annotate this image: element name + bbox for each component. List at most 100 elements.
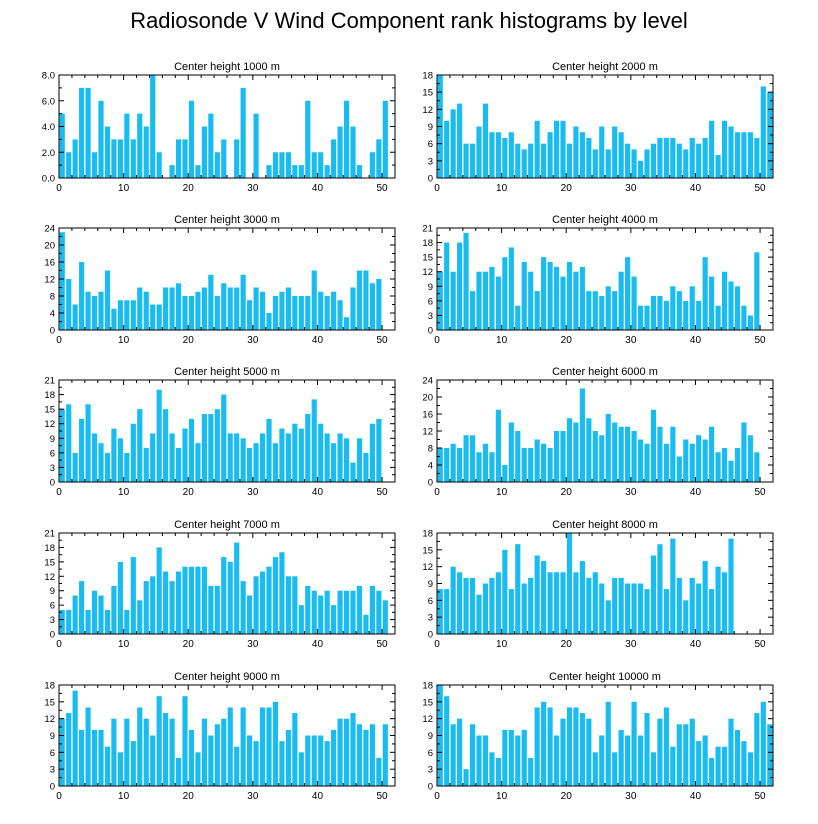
bar: [150, 735, 156, 786]
y-tick-label: 0: [50, 630, 55, 641]
y-tick-label: 18: [44, 543, 55, 554]
bar: [143, 718, 149, 786]
bar: [234, 433, 240, 482]
bar: [331, 139, 337, 179]
bar: [175, 283, 182, 330]
bar: [541, 561, 547, 634]
bar: [592, 291, 598, 330]
bar: [331, 443, 337, 482]
bar: [657, 718, 663, 786]
bar: [137, 707, 143, 786]
bar: [702, 439, 708, 482]
bar: [469, 724, 476, 786]
bar: [702, 735, 708, 786]
bar: [709, 120, 715, 178]
x-tick-label: 0: [56, 183, 62, 194]
figure-title: Radiosonde V Wind Component rank histogr…: [130, 8, 688, 33]
bar: [369, 283, 375, 330]
bar: [715, 305, 721, 330]
bar: [457, 448, 463, 482]
bar: [240, 274, 246, 330]
bar: [227, 287, 233, 330]
panel-1: Center height 1000 m 0 10 20 30 40 50 0.0 2.0 4.0…: [42, 61, 396, 194]
x-tick-label: 10: [496, 183, 508, 194]
bar: [376, 590, 382, 634]
bar: [495, 757, 501, 786]
x-tick-label: 50: [755, 335, 767, 346]
x-tick-label: 0: [434, 791, 440, 802]
bar: [259, 433, 266, 482]
y-tick-label: 18: [422, 71, 433, 82]
bar: [450, 109, 456, 178]
bar: [469, 291, 476, 330]
bar: [553, 735, 560, 786]
bar: [715, 155, 721, 178]
bar: [292, 165, 298, 179]
bar: [476, 594, 482, 634]
bar: [728, 126, 734, 178]
y-tick-label: 9: [428, 579, 433, 590]
bar: [356, 724, 363, 786]
bar: [272, 152, 279, 178]
bar: [625, 426, 631, 482]
bar: [150, 433, 156, 482]
bar: [515, 305, 521, 330]
bar: [689, 718, 695, 786]
bar: [221, 283, 227, 330]
bar: [573, 271, 579, 330]
bar: [292, 713, 298, 786]
bar: [676, 577, 682, 634]
bar: [318, 423, 324, 482]
bar: [528, 143, 534, 178]
bar: [599, 583, 605, 634]
bar: [221, 139, 227, 179]
bar: [502, 729, 508, 786]
bar: [560, 276, 566, 330]
bar: [253, 287, 259, 330]
x-tick-label: 50: [755, 487, 767, 498]
bar: [208, 735, 214, 786]
bar: [240, 438, 246, 482]
bar: [292, 423, 298, 482]
bar: [208, 113, 214, 179]
bar: [201, 126, 207, 178]
bar: [298, 296, 304, 330]
bar: [450, 443, 456, 482]
bar: [734, 448, 741, 482]
x-tick-label: 40: [690, 335, 702, 346]
bar: [573, 707, 579, 786]
bar: [547, 262, 553, 330]
y-tick-label: 0: [50, 782, 55, 793]
bar: [298, 428, 304, 482]
x-tick-label: 20: [561, 335, 573, 346]
x-tick-label: 10: [118, 791, 130, 802]
bar: [195, 291, 201, 330]
bar: [625, 143, 631, 178]
bar: [98, 595, 104, 634]
bar: [104, 126, 111, 178]
bar: [324, 590, 330, 634]
bar: [457, 718, 463, 786]
bar: [234, 139, 240, 179]
bar: [586, 577, 592, 634]
bar: [521, 583, 527, 634]
bar: [66, 609, 72, 634]
bar: [363, 729, 369, 786]
bar: [247, 448, 253, 482]
bar: [508, 247, 514, 330]
bar: [337, 590, 343, 634]
bar: [163, 713, 169, 786]
bar: [521, 448, 527, 482]
bar: [553, 572, 560, 634]
bar: [508, 589, 514, 634]
x-tick-label: 40: [312, 335, 324, 346]
bar: [444, 242, 450, 330]
y-tick-label: 0: [428, 630, 433, 641]
y-tick-label: 3: [428, 765, 433, 776]
bar: [130, 557, 136, 634]
bar: [318, 595, 324, 634]
bar: [721, 120, 728, 178]
bar: [382, 724, 388, 786]
bar: [579, 388, 585, 482]
bar: [482, 271, 489, 330]
